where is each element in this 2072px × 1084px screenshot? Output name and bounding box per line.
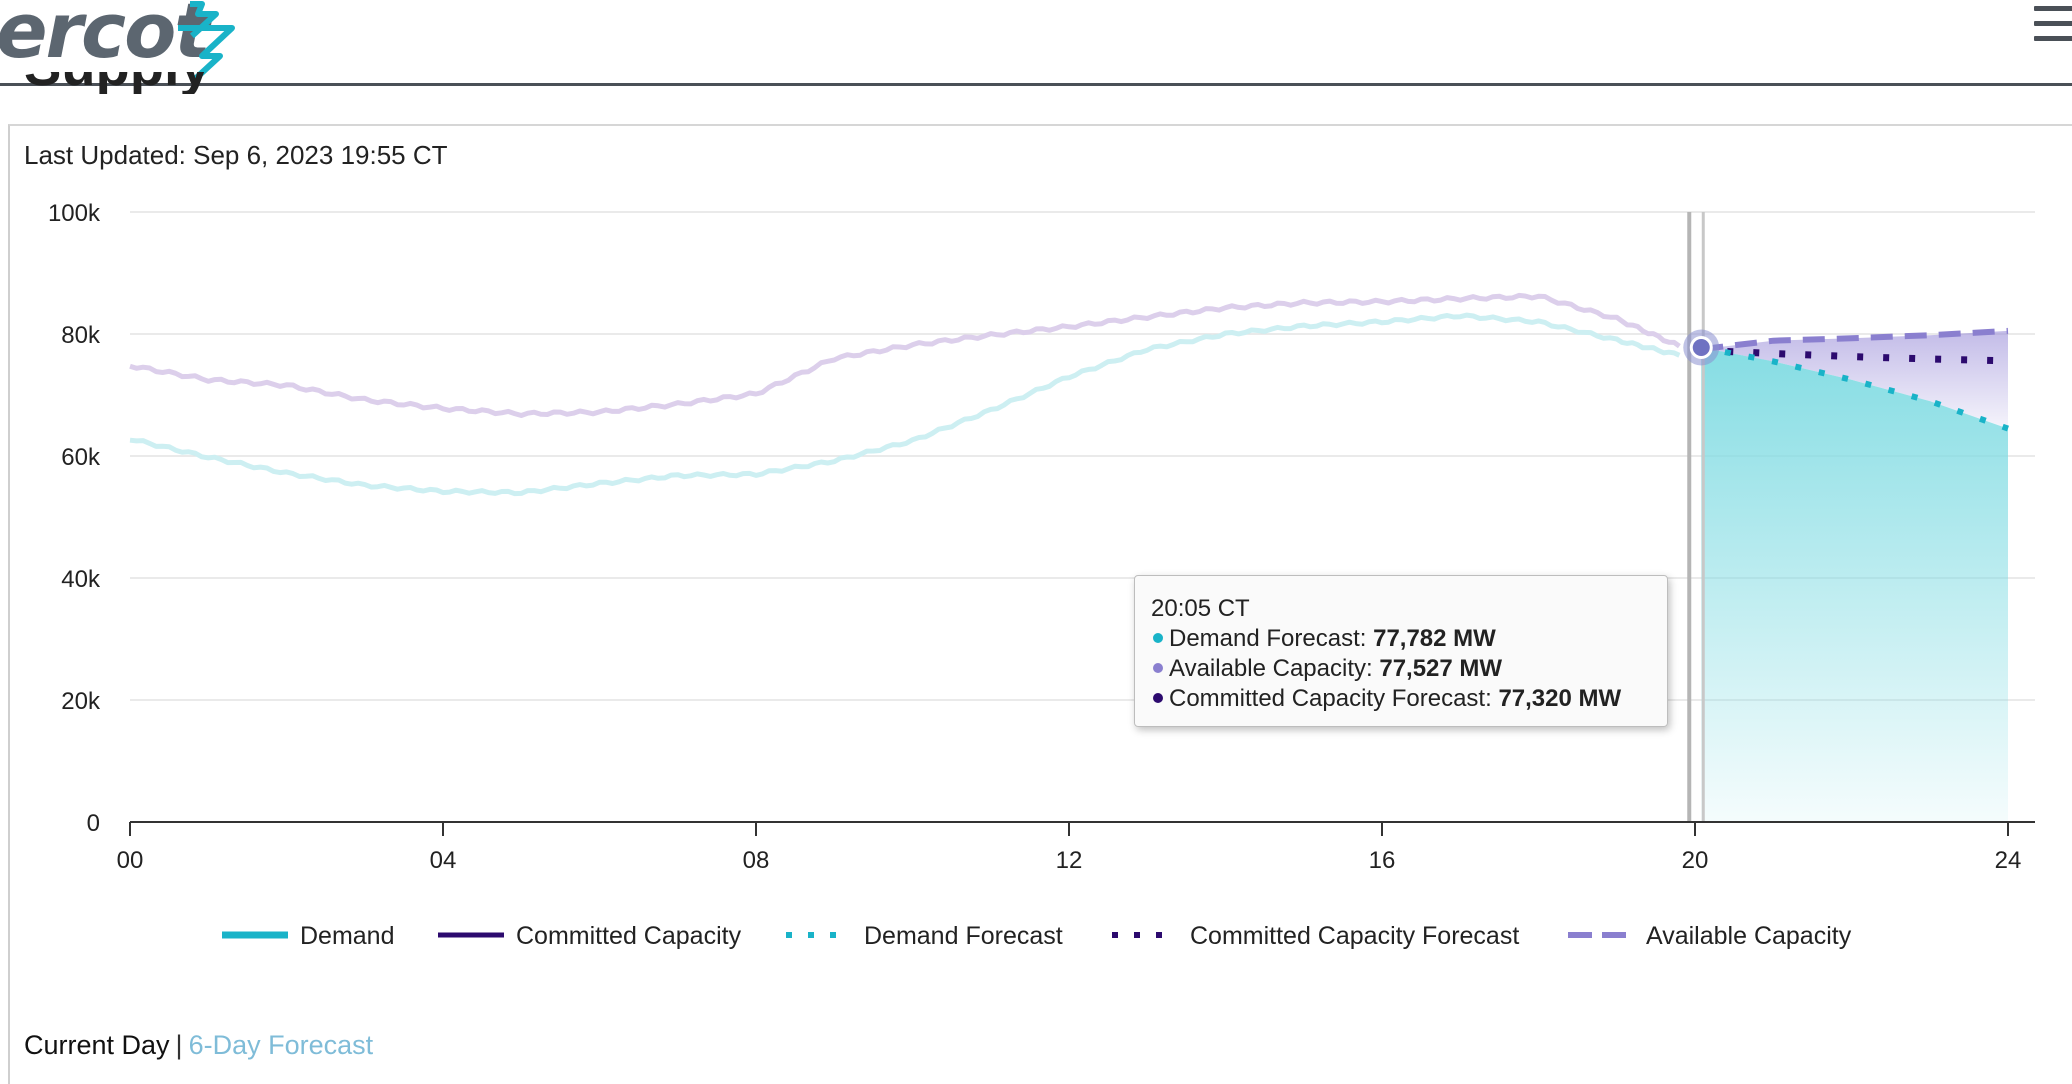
series-lines	[129, 292, 2009, 497]
x-tick-label: 08	[743, 847, 770, 874]
chart-view-toggle: Current Day | 6-Day Forecast	[24, 1030, 373, 1061]
x-axis: 00 04 08 12 16 20 24	[117, 821, 2035, 874]
section-title: Supply	[24, 72, 211, 94]
hover-cursor	[1683, 212, 1720, 822]
forecast-areas	[1701, 330, 2008, 822]
demand-forecast-area	[1701, 347, 2008, 822]
demand-forecast-dot-icon	[1153, 633, 1163, 644]
tooltip-row-committed-capacity-forecast: Committed Capacity Forecast: 77,320 MW	[1151, 684, 1651, 714]
y-tick-label: 100k	[48, 200, 101, 227]
legend-label: Committed Capacity Forecast	[1190, 922, 1519, 950]
y-tick-label: 60k	[61, 444, 101, 471]
available-capacity-dot-icon	[1153, 663, 1163, 674]
site-header: ercot	[0, 0, 2072, 86]
x-tick-label: 00	[117, 847, 144, 874]
chart-panel	[8, 124, 2072, 1084]
y-tick-label: 0	[87, 810, 100, 837]
demand-history-line	[129, 312, 1681, 497]
committed-capacity-dot-icon	[1153, 693, 1163, 704]
y-tick-label: 20k	[61, 688, 101, 715]
demand-forecast-line	[1700, 344, 2009, 432]
x-tick-label: 16	[1369, 847, 1396, 874]
available-capacity-line	[1700, 327, 2009, 353]
x-tick-label: 20	[1682, 847, 1709, 874]
y-tick-label: 40k	[61, 566, 101, 593]
chart-tooltip: 20:05 CT Demand Forecast: 77,782 MW Avai…	[1134, 575, 1668, 727]
legend-label: Demand	[300, 922, 395, 950]
available-capacity-area	[1701, 330, 2008, 429]
supply-demand-chart: 0 20k 40k 60k 80k 100k 00 04 08 12 16 20 24 Demand C…	[48, 200, 2035, 950]
tooltip-row-available-capacity: Available Capacity: 77,527 MW	[1151, 654, 1651, 684]
view-separator: |	[175, 1030, 183, 1060]
y-tick-label: 80k	[61, 322, 101, 349]
tooltip-time: 20:05 CT	[1151, 595, 1250, 622]
x-tick-label: 04	[430, 847, 457, 874]
x-tick-label: 12	[1056, 847, 1083, 874]
six-day-forecast-link[interactable]: 6-Day Forecast	[188, 1030, 374, 1060]
cursor-marker-dot	[1689, 336, 1713, 360]
tooltip-row-demand-forecast: Demand Forecast: 77,782 MW	[1151, 624, 1651, 654]
x-tick-label: 24	[1995, 847, 2022, 874]
current-day-label: Current Day	[24, 1030, 170, 1060]
available-capacity-history-line	[129, 292, 1681, 418]
legend-label: Demand Forecast	[864, 922, 1063, 950]
hamburger-menu-icon[interactable]	[2034, 4, 2072, 44]
y-axis-ticks: 0 20k 40k 60k 80k 100k	[48, 200, 101, 837]
ercot-logo-bolt-icon[interactable]	[172, 0, 242, 84]
last-updated-text: Last Updated: Sep 6, 2023 19:55 CT	[24, 140, 448, 170]
legend-label: Available Capacity	[1646, 922, 1852, 950]
chart-legend: Demand Committed Capacity Demand Forecast C…	[222, 922, 1852, 950]
legend-label: Committed Capacity	[516, 922, 742, 950]
ercot-logo[interactable]: ercot	[0, 0, 211, 75]
